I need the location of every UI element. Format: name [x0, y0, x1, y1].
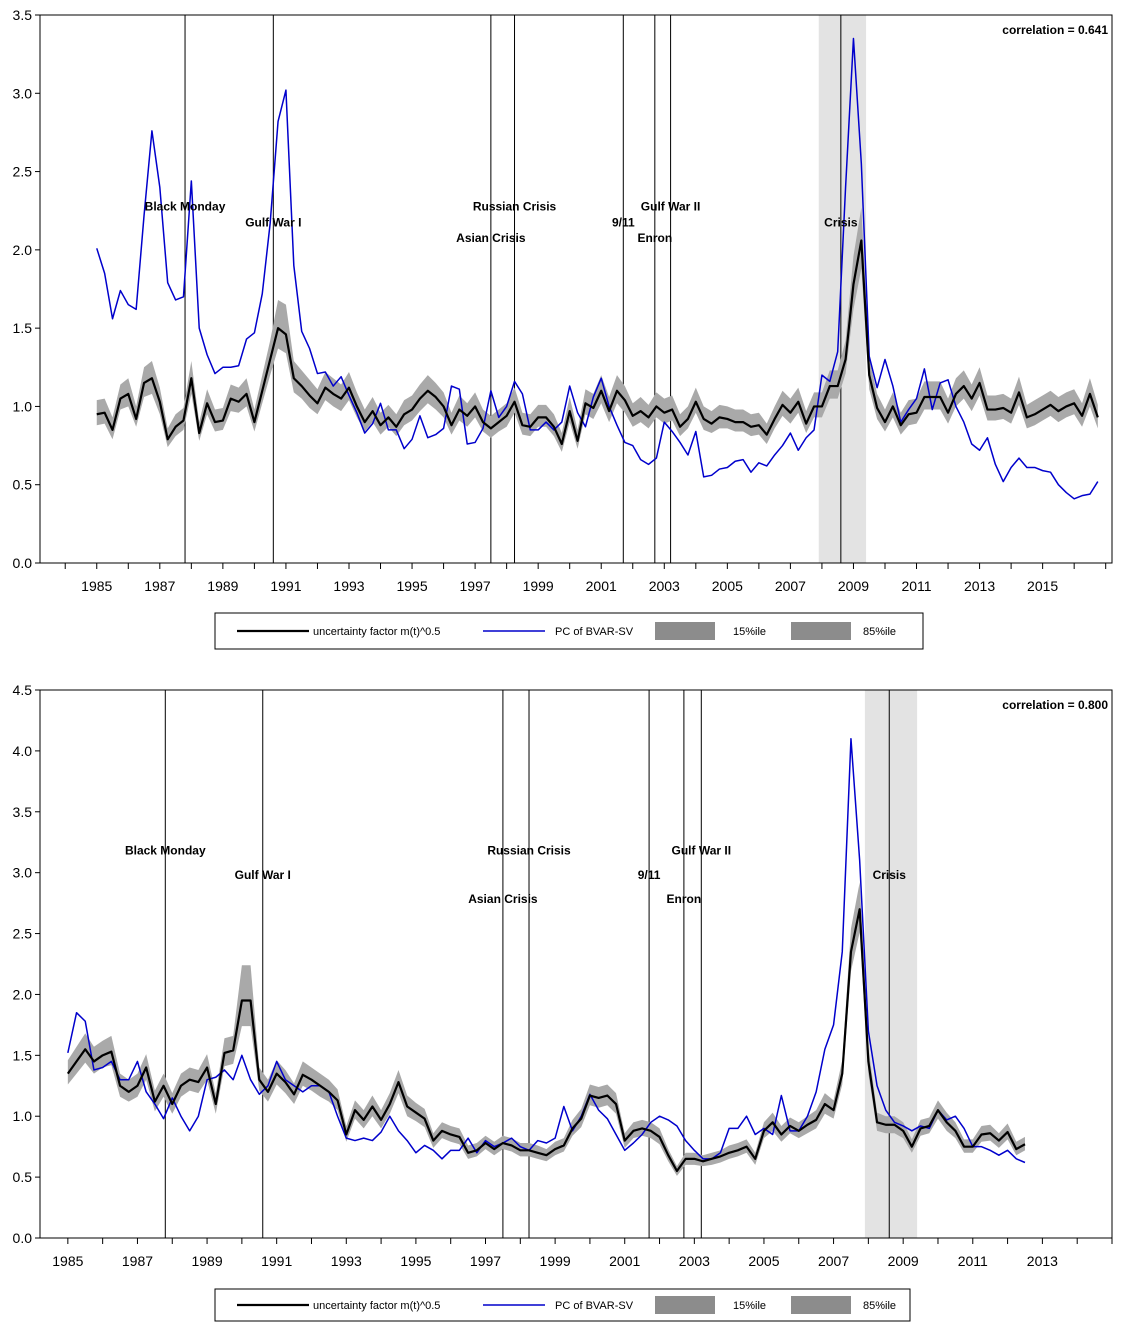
x-tick-label: 1997 — [470, 1253, 501, 1269]
x-tick-label: 2009 — [838, 578, 869, 594]
x-tick-label: 2003 — [649, 578, 680, 594]
event-label: Enron — [637, 231, 672, 245]
x-tick-label: 2005 — [748, 1253, 779, 1269]
event-label: 9/11 — [612, 215, 635, 229]
plot-frame — [39, 14, 1113, 564]
x-tick-label: 1991 — [270, 578, 301, 594]
legend-label: uncertainty factor m(t)^0.5 — [313, 626, 440, 638]
y-tick-label: 1.5 — [13, 320, 33, 336]
event-label: 9/11 — [638, 868, 661, 882]
series-line-uncertainty-factor — [96, 239, 1099, 446]
x-tick-label: 1993 — [333, 578, 364, 594]
event-label: Crisis — [873, 868, 907, 882]
x-tick-label: 2015 — [1027, 578, 1058, 594]
event-label: Crisis — [824, 215, 858, 229]
x-tick-label: 2011 — [958, 1253, 988, 1269]
x-tick-label: 1989 — [207, 578, 238, 594]
recession-band — [864, 690, 918, 1238]
y-tick-label: 0.0 — [13, 1230, 33, 1246]
legend-swatch-box — [791, 622, 851, 640]
series-line-pc-bvar-sv — [96, 37, 1099, 500]
event-label: Russian Crisis — [473, 200, 557, 214]
legend-label: 85%ile — [863, 626, 896, 638]
chart-legend: uncertainty factor m(t)^0.5 PC of BVAR-SV… — [214, 1288, 911, 1322]
legend-swatch-box — [655, 622, 715, 640]
y-tick-label: 2.0 — [13, 242, 33, 258]
x-tick-label: 1993 — [331, 1253, 362, 1269]
chart-panel-2: Black Monday Gulf War I Asian Crisis Russia… — [13, 682, 1113, 1322]
x-tick-label: 2007 — [775, 578, 806, 594]
legend-label: 85%ile — [863, 1300, 896, 1312]
y-tick-label: 2.5 — [13, 926, 33, 942]
event-label: Gulf War II — [641, 200, 701, 214]
x-tick-label: 1989 — [191, 1253, 222, 1269]
series-line-uncertainty-factor — [66, 908, 1026, 1173]
legend-swatch-box — [791, 1296, 851, 1314]
y-tick-label: 0.0 — [13, 555, 33, 571]
y-tick-label: 2.5 — [13, 164, 33, 180]
event-label: Gulf War I — [245, 215, 301, 229]
x-tick-label: 2003 — [679, 1253, 710, 1269]
plot-frame — [39, 689, 1113, 1239]
x-tick-label: 2007 — [818, 1253, 849, 1269]
x-tick-label: 1997 — [460, 578, 491, 594]
x-tick-label: 1999 — [523, 578, 554, 594]
event-label: Asian Crisis — [456, 231, 526, 245]
y-tick-label: 1.0 — [13, 1108, 33, 1124]
x-tick-label: 1995 — [396, 578, 427, 594]
y-tick-label: 3.5 — [13, 7, 33, 23]
correlation-annotation: correlation = 0.800 — [1002, 698, 1108, 712]
x-tick-label: 2011 — [901, 578, 931, 594]
x-tick-label: 1995 — [400, 1253, 431, 1269]
y-tick-label: 1.0 — [13, 398, 33, 414]
y-tick-label: 0.5 — [13, 477, 33, 493]
x-tick-label: 2001 — [586, 578, 617, 594]
y-tick-label: 3.0 — [13, 85, 33, 101]
y-tick-label: 4.0 — [13, 743, 33, 759]
x-tick-label: 2005 — [712, 578, 743, 594]
y-tick-label: 3.0 — [13, 865, 33, 881]
legend-label: 15%ile — [733, 1300, 766, 1312]
x-tick-label: 1999 — [540, 1253, 571, 1269]
x-tick-label: 1985 — [81, 578, 112, 594]
x-tick-label: 1985 — [52, 1253, 83, 1269]
recession-band — [818, 15, 867, 563]
legend-label: PC of BVAR-SV — [555, 626, 634, 638]
y-tick-label: 1.5 — [13, 1047, 33, 1063]
chart-panel-1: Black Monday Gulf War I Asian Crisis Russia… — [13, 7, 1113, 650]
correlation-annotation: correlation = 0.641 — [1002, 23, 1108, 37]
event-label: Russian Crisis — [487, 843, 571, 857]
chart-legend: uncertainty factor m(t)^0.5 PC of BVAR-SV… — [214, 612, 924, 650]
legend-label: PC of BVAR-SV — [555, 1300, 634, 1312]
y-tick-label: 4.5 — [13, 682, 33, 698]
event-label: Black Monday — [145, 200, 226, 214]
x-tick-label: 1987 — [144, 578, 175, 594]
y-tick-label: 3.5 — [13, 804, 33, 820]
x-tick-label: 2013 — [1027, 1253, 1058, 1269]
x-tick-label: 2013 — [964, 578, 995, 594]
event-label: Gulf War I — [235, 868, 291, 882]
legend-swatch-box — [655, 1296, 715, 1314]
x-tick-label: 2009 — [888, 1253, 919, 1269]
y-tick-label: 2.0 — [13, 986, 33, 1002]
legend-label: uncertainty factor m(t)^0.5 — [313, 1300, 440, 1312]
legend-label: 15%ile — [733, 626, 766, 638]
percentile-band — [96, 207, 1098, 452]
series-line-pc-bvar-sv — [67, 737, 1026, 1164]
event-label: Black Monday — [125, 843, 206, 857]
y-tick-label: 0.5 — [13, 1169, 33, 1185]
event-label: Enron — [667, 892, 702, 906]
event-label: Asian Crisis — [468, 892, 538, 906]
x-tick-label: 1987 — [122, 1253, 153, 1269]
x-tick-label: 1991 — [261, 1253, 292, 1269]
event-label: Gulf War II — [672, 843, 732, 857]
x-tick-label: 2001 — [609, 1253, 640, 1269]
